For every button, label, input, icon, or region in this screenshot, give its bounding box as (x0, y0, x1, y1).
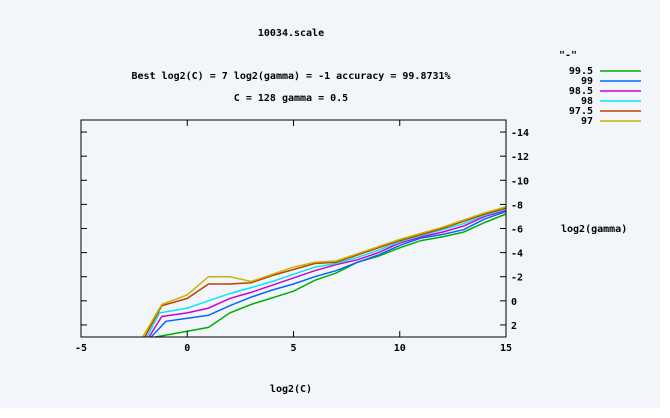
y-tick-label: -6 (511, 225, 523, 236)
legend-label-3: 98 (581, 96, 593, 107)
y-axis-label: log2(gamma) (561, 224, 627, 235)
x-axis-label: log2(C) (270, 384, 312, 395)
legend-label-1: 99 (581, 76, 593, 87)
x-tick-label: -5 (75, 343, 87, 354)
legend-label-5: 97 (581, 116, 593, 127)
chart-panel (0, 0, 660, 408)
y-tick-label: 2 (511, 321, 517, 332)
x-tick-label: 5 (290, 343, 296, 354)
series-line-3 (146, 208, 507, 338)
y-tick-label: -10 (511, 176, 529, 187)
y-tick-label: -4 (511, 249, 523, 260)
y-tick-label: -14 (511, 128, 529, 139)
legend-label-0: 99.5 (569, 66, 593, 77)
chart-subtitle-1: Best log2(C) = 7 log2(gamma) = -1 accura… (131, 71, 450, 82)
series-line-5 (141, 206, 507, 338)
chart-subtitle-2: C = 128 gamma = 0.5 (234, 93, 348, 104)
y-tick-label: -12 (511, 152, 529, 163)
chart-title: 10034.scale (258, 28, 324, 39)
y-tick-label: -2 (511, 273, 523, 284)
x-tick-label: 10 (394, 343, 406, 354)
series-line-1 (150, 210, 507, 338)
y-tick-label: 0 (511, 297, 517, 308)
legend-label-2: 98.5 (569, 86, 593, 97)
series-layer (141, 206, 507, 338)
x-tick-label: 0 (184, 343, 190, 354)
y-ticks: -14 -12 -10 -8 -6 -4 -2 0 2 (81, 128, 529, 332)
series-line-4 (144, 207, 507, 338)
x-ticks: -5 0 5 10 15 (75, 120, 512, 354)
series-line-2 (148, 209, 507, 338)
legend-label-4: 97.5 (569, 106, 593, 117)
legend-title: "-" (559, 50, 577, 61)
y-tick-label: -8 (511, 200, 523, 211)
x-tick-label: 15 (500, 343, 512, 354)
